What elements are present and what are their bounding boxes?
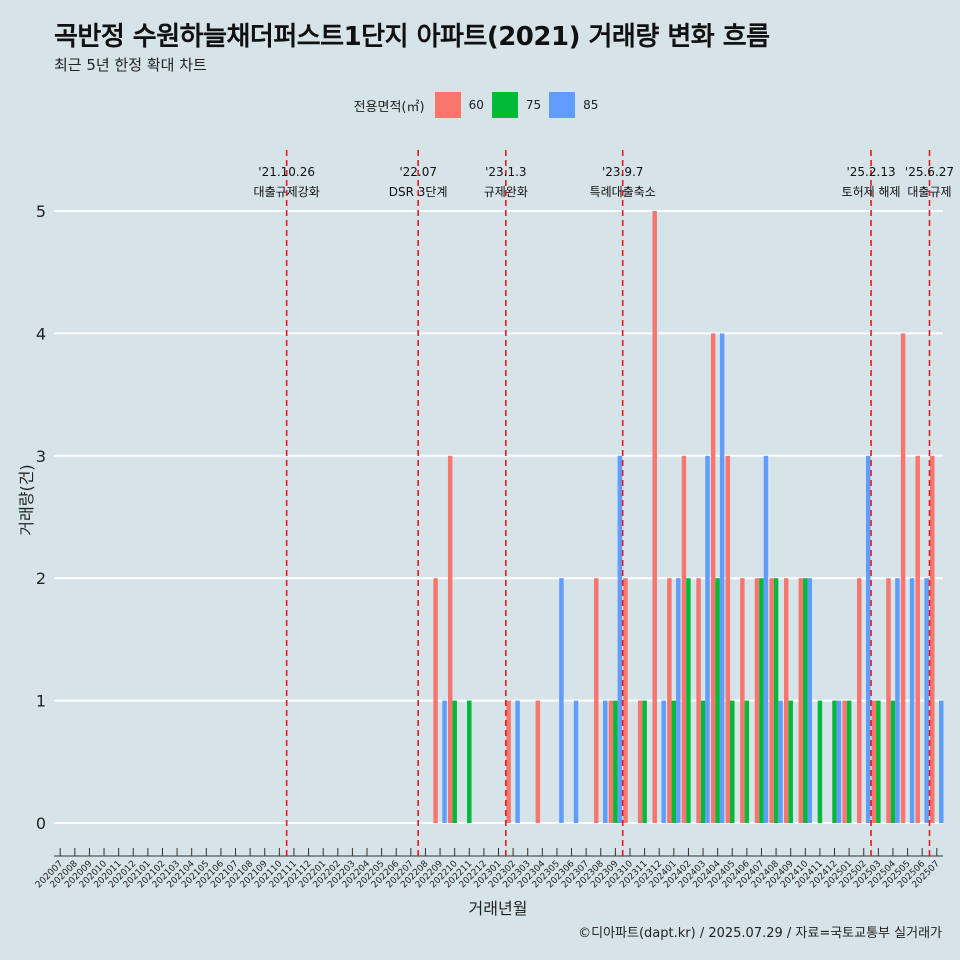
bar-60 [535, 700, 541, 823]
bar-75 [613, 700, 618, 823]
event-label: 대출규제강화 [254, 185, 320, 199]
source-caption: ©디아파트(dapt.kr) / 2025.07.29 / 자료=국토교통부 실… [578, 926, 942, 941]
y-tick-label: 4 [36, 324, 46, 343]
bar-85 [617, 455, 623, 823]
bar-60 [506, 700, 511, 823]
bar-85 [939, 700, 944, 823]
bar-85 [865, 455, 871, 823]
bar-85 [676, 578, 681, 823]
bar-60 [783, 578, 789, 823]
legend-item-75: 75 [491, 92, 542, 118]
legend-swatch-60 [434, 92, 461, 118]
bar-60 [886, 578, 891, 823]
bar-60 [667, 578, 672, 823]
bar-75 [832, 700, 837, 823]
event-date: '25.2.13 [846, 165, 895, 179]
bar-60 [725, 455, 731, 823]
legend-label-75: 75 [525, 98, 542, 112]
bar-60 [447, 455, 453, 823]
bar-75 [452, 700, 457, 823]
bar-85 [807, 578, 813, 823]
legend-swatch-85 [549, 92, 576, 118]
bar-60 [623, 578, 628, 823]
bar-60 [842, 700, 847, 823]
bar-85 [895, 578, 900, 823]
bar-75 [700, 700, 706, 823]
bar-75 [715, 578, 720, 823]
bar-75 [744, 700, 750, 823]
bar-85 [778, 700, 783, 823]
bar-75 [671, 700, 677, 823]
bar-85 [559, 578, 564, 823]
event-date: '21.10.26 [258, 165, 315, 179]
bar-75 [773, 578, 779, 823]
bar-60 [681, 455, 687, 823]
bar-60 [915, 455, 920, 823]
legend-label-60: 60 [468, 98, 484, 112]
bar-60 [871, 700, 877, 823]
bar-75 [686, 578, 691, 823]
bar-85 [924, 578, 929, 823]
bar-85 [719, 333, 725, 823]
bar-60 [754, 578, 760, 823]
bar-60 [857, 578, 862, 823]
bar-75 [467, 700, 472, 823]
bar-60 [710, 333, 716, 823]
legend: 전용면적(㎡) 60 75 85 [0, 92, 960, 118]
event-date: '22.07 [399, 165, 437, 179]
bar-60 [900, 333, 906, 823]
event-label: 특례대출축소 [590, 185, 656, 199]
bar-85 [763, 455, 769, 823]
bar-60 [652, 211, 657, 823]
chart-title: 곡반정 수원하늘채더퍼스트1단지 아파트(2021) 거래량 변화 흐름 [54, 22, 770, 52]
bar-60 [696, 578, 701, 823]
y-tick-label: 2 [36, 569, 46, 588]
event-date: '25.6.27 [905, 165, 954, 179]
bar-85 [836, 700, 842, 823]
bar-75 [803, 578, 808, 823]
legend-item-85: 85 [549, 92, 598, 118]
y-tick-label: 1 [36, 692, 46, 711]
event-label: 토허제 해제 [842, 185, 901, 199]
bar-85 [442, 700, 447, 823]
legend-swatch-75 [491, 92, 518, 118]
bar-60 [637, 700, 643, 823]
chart-subtitle: 최근 5년 한정 확대 차트 [54, 56, 207, 74]
y-tick-label: 5 [36, 202, 46, 221]
bar-85 [515, 700, 520, 823]
legend-item-60: 60 [434, 92, 484, 118]
bar-60 [930, 455, 935, 823]
bar-75 [730, 700, 735, 823]
bar-60 [608, 700, 614, 823]
bar-75 [876, 700, 881, 823]
bar-85 [603, 700, 608, 823]
event-date: '23.9.7 [602, 165, 643, 179]
bar-60 [594, 578, 599, 823]
bar-75 [890, 700, 896, 823]
bar-75 [788, 700, 793, 823]
bar-75 [817, 700, 823, 823]
bar-60 [769, 578, 774, 823]
bar-85 [705, 455, 710, 823]
event-label: DSR 3단계 [389, 185, 448, 199]
y-axis-title: 거래량(건) [17, 464, 36, 535]
bar-60 [433, 578, 438, 823]
bar-85 [661, 700, 666, 823]
x-axis-title: 거래년월 [469, 899, 528, 918]
y-tick-label: 3 [36, 447, 46, 466]
bar-75 [642, 700, 647, 823]
event-date: '23.1.3 [485, 165, 526, 179]
legend-label-85: 85 [583, 98, 599, 112]
event-label: 대출규제 [907, 185, 951, 199]
bar-85 [909, 578, 915, 823]
bar-60 [798, 578, 804, 823]
bar-85 [573, 700, 579, 823]
bar-75 [846, 700, 852, 823]
bar-75 [759, 578, 764, 823]
y-tick-label: 0 [36, 814, 46, 833]
event-label: 규제완화 [484, 185, 528, 199]
legend-title: 전용면적(㎡) [353, 99, 425, 115]
bar-60 [740, 578, 745, 823]
